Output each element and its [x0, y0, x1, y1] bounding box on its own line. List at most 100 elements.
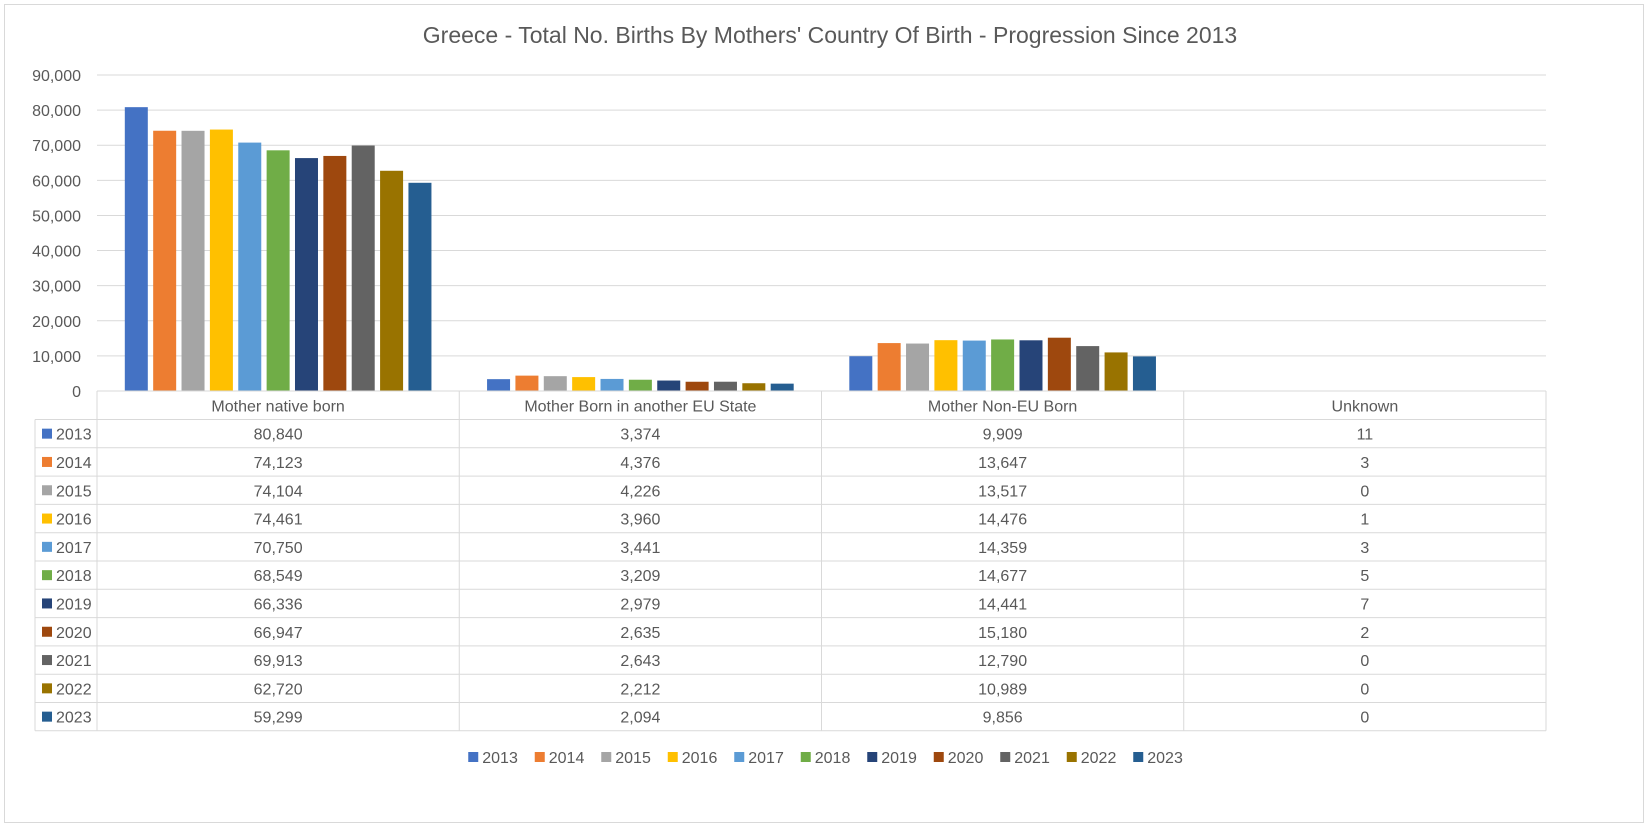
y-tick-label: 40,000: [32, 244, 81, 261]
bar: [742, 383, 766, 391]
data-label: 3,374: [620, 427, 660, 444]
data-label: 3,209: [620, 568, 660, 585]
chart-frame: Greece - Total No. Births By Mothers' Co…: [4, 4, 1644, 823]
series-name: 2020: [56, 625, 92, 642]
table-legend-key: [42, 711, 52, 722]
data-label: 4,376: [620, 455, 660, 472]
data-label: 5: [1360, 568, 1369, 585]
y-tick-label: 0: [72, 384, 81, 401]
bar: [1019, 340, 1043, 391]
data-label: 0: [1360, 483, 1369, 500]
bar: [543, 376, 567, 391]
data-label: 13,647: [978, 455, 1027, 472]
bar: [600, 378, 624, 391]
data-label: 74,461: [254, 512, 303, 529]
bar: [1047, 337, 1071, 391]
data-label: 2,094: [620, 710, 660, 727]
data-label: 2,635: [620, 625, 660, 642]
category-label: Mother native born: [211, 398, 344, 415]
legend-key: [1000, 752, 1011, 762]
data-label: 14,441: [978, 596, 1027, 613]
legend-key: [1066, 752, 1077, 762]
data-label: 80,840: [254, 427, 303, 444]
data-label: 14,677: [978, 568, 1027, 585]
data-label: 9,909: [983, 427, 1023, 444]
bar: [962, 340, 986, 391]
bar: [991, 339, 1015, 391]
bar: [238, 142, 262, 391]
series-name: 2015: [56, 483, 92, 500]
series-name: 2019: [56, 596, 92, 613]
y-tick-label: 70,000: [32, 138, 81, 155]
y-tick-label: 50,000: [32, 208, 81, 225]
y-tick-label: 30,000: [32, 279, 81, 296]
bar: [380, 170, 404, 391]
legend-key: [534, 752, 545, 762]
data-label: 0: [1360, 710, 1369, 727]
bar: [934, 340, 958, 391]
y-tick-label: 10,000: [32, 349, 81, 366]
series-name: 2021: [56, 653, 92, 670]
y-tick-label: 20,000: [32, 314, 81, 331]
table-legend-key: [42, 683, 52, 694]
legend-label: 2019: [881, 750, 917, 767]
bar: [657, 380, 681, 391]
data-label: 3,960: [620, 512, 660, 529]
bar: [770, 383, 794, 391]
series-name: 2016: [56, 512, 92, 529]
series-name: 2023: [56, 710, 92, 727]
legend-label: 2013: [482, 750, 518, 767]
data-label: 0: [1360, 681, 1369, 698]
bar: [1104, 352, 1128, 391]
bar: [351, 145, 375, 391]
data-label: 74,104: [254, 483, 303, 500]
legend-key: [800, 752, 811, 762]
legend-key: [933, 752, 944, 762]
bar: [1132, 356, 1156, 391]
legend-key: [1133, 752, 1144, 762]
data-label: 7: [1360, 596, 1369, 613]
table-legend-key: [42, 541, 52, 552]
series-name: 2018: [56, 568, 92, 585]
legend-key: [667, 752, 678, 762]
data-label: 69,913: [254, 653, 303, 670]
bar: [153, 130, 177, 391]
data-label: 0: [1360, 653, 1369, 670]
data-label: 14,359: [978, 540, 1027, 557]
bar: [713, 381, 737, 391]
data-label: 3: [1360, 540, 1369, 557]
data-label: 13,517: [978, 483, 1027, 500]
table-legend-key: [42, 428, 52, 439]
data-label: 66,947: [254, 625, 303, 642]
bar: [181, 130, 205, 391]
bar: [877, 343, 901, 391]
bar: [124, 107, 148, 392]
data-label: 9,856: [983, 710, 1023, 727]
category-label: Unknown: [1332, 398, 1399, 415]
data-label: 15,180: [978, 625, 1027, 642]
data-label: 2: [1360, 625, 1369, 642]
table-legend-key: [42, 456, 52, 467]
data-label: 11: [1357, 427, 1374, 444]
legend-label: 2015: [615, 750, 651, 767]
legend-label: 2020: [948, 750, 984, 767]
y-tick-label: 80,000: [32, 103, 81, 120]
series-name: 2022: [56, 681, 92, 698]
legend-label: 2017: [748, 750, 784, 767]
bar: [487, 379, 511, 391]
table-legend-key: [42, 513, 52, 524]
legend-label: 2021: [1014, 750, 1050, 767]
data-label: 62,720: [254, 681, 303, 698]
data-label: 2,979: [620, 596, 660, 613]
data-label: 14,476: [978, 512, 1027, 529]
table-legend-key: [42, 626, 52, 637]
y-tick-label: 60,000: [32, 173, 81, 190]
legend-label: 2022: [1081, 750, 1117, 767]
legend-key: [867, 752, 878, 762]
table-legend-key: [42, 655, 52, 666]
data-table: Mother native born Mother Born in another…: [34, 390, 1547, 732]
bar: [572, 377, 596, 391]
legend-label: 2023: [1147, 750, 1183, 767]
bar: [323, 155, 347, 391]
legend-label: 2018: [815, 750, 851, 767]
